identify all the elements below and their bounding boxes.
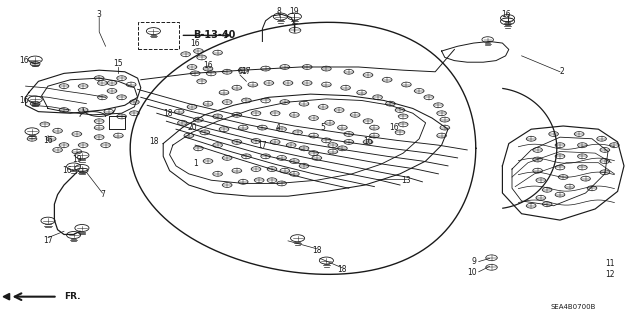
- Text: 12: 12: [605, 270, 614, 279]
- Text: 16: 16: [62, 166, 72, 175]
- Text: 18: 18: [163, 109, 172, 118]
- Text: 19: 19: [72, 155, 82, 164]
- Text: 2: 2: [560, 67, 564, 76]
- Text: 1: 1: [193, 159, 198, 168]
- Text: 18: 18: [338, 265, 347, 274]
- Text: 8: 8: [276, 7, 281, 16]
- Text: 17: 17: [257, 141, 268, 150]
- Text: 16: 16: [19, 56, 29, 65]
- Text: 13: 13: [401, 176, 412, 185]
- Text: 17: 17: [43, 236, 53, 245]
- Text: 18: 18: [312, 246, 321, 255]
- Polygon shape: [3, 293, 10, 300]
- Text: 7: 7: [100, 190, 105, 199]
- Text: 11: 11: [605, 259, 614, 268]
- Text: 15: 15: [113, 59, 124, 68]
- Text: 19: 19: [289, 7, 300, 16]
- Text: 16: 16: [363, 137, 373, 146]
- Text: B-13-40: B-13-40: [193, 30, 236, 40]
- Text: 10: 10: [467, 268, 477, 277]
- Text: 18: 18: [149, 137, 158, 146]
- Text: FR.: FR.: [64, 292, 81, 301]
- Text: 20: 20: [187, 123, 197, 132]
- Text: SEA4B0700B: SEA4B0700B: [550, 304, 595, 310]
- Text: 17: 17: [241, 67, 252, 76]
- Text: 16: 16: [43, 136, 53, 145]
- Text: 4: 4: [276, 123, 281, 132]
- Text: 3: 3: [97, 10, 102, 19]
- Text: 6: 6: [237, 67, 243, 76]
- Text: 16: 16: [388, 123, 399, 132]
- Text: 9: 9: [472, 257, 477, 266]
- Text: 16: 16: [19, 96, 29, 105]
- Text: 5: 5: [321, 123, 326, 132]
- Text: 16: 16: [190, 39, 200, 48]
- Text: 16: 16: [500, 10, 511, 19]
- Text: 16: 16: [203, 61, 213, 70]
